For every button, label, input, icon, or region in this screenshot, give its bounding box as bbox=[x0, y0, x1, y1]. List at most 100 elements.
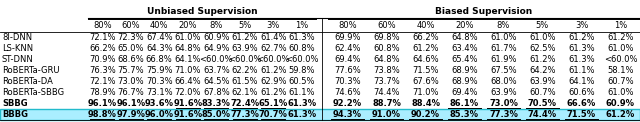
Text: 69.9%: 69.9% bbox=[334, 33, 361, 42]
Text: 88.7%: 88.7% bbox=[372, 99, 401, 108]
Text: RoBERTa-SBBG: RoBERTa-SBBG bbox=[2, 88, 64, 97]
Text: 63.9%: 63.9% bbox=[232, 44, 258, 53]
Text: <60.0%: <60.0% bbox=[228, 55, 262, 64]
Text: 40%: 40% bbox=[416, 20, 435, 30]
Text: 80%: 80% bbox=[338, 20, 357, 30]
Text: 96.1%: 96.1% bbox=[88, 99, 117, 108]
Text: 60.7%: 60.7% bbox=[607, 77, 634, 86]
Text: 62.7%: 62.7% bbox=[260, 44, 287, 53]
Text: 58.1%: 58.1% bbox=[607, 66, 634, 75]
Text: 71.0%: 71.0% bbox=[175, 66, 201, 75]
Text: 62.1%: 62.1% bbox=[232, 88, 258, 97]
Text: 3%: 3% bbox=[267, 20, 280, 30]
Text: 64.6%: 64.6% bbox=[412, 55, 439, 64]
Text: 66.6%: 66.6% bbox=[567, 99, 596, 108]
Text: 5%: 5% bbox=[536, 20, 549, 30]
Text: 72.1%: 72.1% bbox=[89, 33, 115, 42]
Text: 8%: 8% bbox=[209, 20, 223, 30]
Bar bbox=[0, 109, 640, 120]
Text: 68.9%: 68.9% bbox=[451, 77, 478, 86]
Text: 69.8%: 69.8% bbox=[373, 33, 400, 42]
Text: <60.0%: <60.0% bbox=[285, 55, 319, 64]
Text: 63.7%: 63.7% bbox=[203, 66, 230, 75]
Text: 91.6%: 91.6% bbox=[173, 110, 202, 119]
Text: 61.7%: 61.7% bbox=[490, 44, 517, 53]
Text: 60.7%: 60.7% bbox=[529, 88, 556, 97]
Text: 70.7%: 70.7% bbox=[259, 110, 288, 119]
Text: 20%: 20% bbox=[455, 20, 474, 30]
Text: 67.6%: 67.6% bbox=[412, 77, 439, 86]
Text: BBBG: BBBG bbox=[2, 110, 28, 119]
Text: <60.0%: <60.0% bbox=[200, 55, 233, 64]
Text: 68.6%: 68.6% bbox=[117, 55, 144, 64]
Text: 70.3%: 70.3% bbox=[146, 77, 173, 86]
Text: 3%: 3% bbox=[575, 20, 588, 30]
Text: 61.2%: 61.2% bbox=[260, 88, 287, 97]
Text: 61.9%: 61.9% bbox=[490, 55, 516, 64]
Text: 92.2%: 92.2% bbox=[333, 99, 362, 108]
Text: 64.8%: 64.8% bbox=[175, 44, 201, 53]
Text: Biased Supervision: Biased Supervision bbox=[435, 6, 532, 15]
Text: 61.2%: 61.2% bbox=[529, 55, 556, 64]
Text: 5%: 5% bbox=[238, 20, 252, 30]
Text: 60.8%: 60.8% bbox=[289, 44, 315, 53]
Text: 61.0%: 61.0% bbox=[490, 33, 516, 42]
Text: 69.4%: 69.4% bbox=[451, 88, 477, 97]
Text: 97.9%: 97.9% bbox=[116, 110, 145, 119]
Text: 74.4%: 74.4% bbox=[373, 88, 400, 97]
Text: 59.8%: 59.8% bbox=[289, 66, 315, 75]
Text: 68.0%: 68.0% bbox=[490, 77, 517, 86]
Text: 63.9%: 63.9% bbox=[490, 88, 517, 97]
Text: 91.0%: 91.0% bbox=[372, 110, 401, 119]
Text: 72.3%: 72.3% bbox=[117, 33, 144, 42]
Text: 64.5%: 64.5% bbox=[203, 77, 230, 86]
Text: 90.2%: 90.2% bbox=[411, 110, 440, 119]
Text: 61.0%: 61.0% bbox=[607, 88, 634, 97]
Text: 60.5%: 60.5% bbox=[289, 77, 315, 86]
Text: 64.1%: 64.1% bbox=[175, 55, 201, 64]
Text: 64.8%: 64.8% bbox=[373, 55, 400, 64]
Text: 64.3%: 64.3% bbox=[146, 44, 173, 53]
Text: 60%: 60% bbox=[377, 20, 396, 30]
Text: LS-KNN: LS-KNN bbox=[2, 44, 33, 53]
Text: 73.0%: 73.0% bbox=[489, 99, 518, 108]
Text: RoBERTa-DA: RoBERTa-DA bbox=[2, 77, 53, 86]
Text: 69.4%: 69.4% bbox=[334, 55, 361, 64]
Text: 64.1%: 64.1% bbox=[568, 77, 595, 86]
Text: 77.3%: 77.3% bbox=[489, 110, 518, 119]
Text: 75.7%: 75.7% bbox=[117, 66, 144, 75]
Text: 70.3%: 70.3% bbox=[334, 77, 361, 86]
Text: 76.3%: 76.3% bbox=[89, 66, 116, 75]
Text: <60.0%: <60.0% bbox=[257, 55, 290, 64]
Text: 72.1%: 72.1% bbox=[89, 77, 115, 86]
Text: 73.8%: 73.8% bbox=[373, 66, 400, 75]
Text: 1%: 1% bbox=[614, 20, 627, 30]
Text: 65.0%: 65.0% bbox=[118, 44, 144, 53]
Text: 61.2%: 61.2% bbox=[568, 33, 595, 42]
Text: 61.0%: 61.0% bbox=[607, 44, 634, 53]
Text: 62.9%: 62.9% bbox=[260, 77, 287, 86]
Text: 40%: 40% bbox=[150, 20, 168, 30]
Text: <60.0%: <60.0% bbox=[604, 55, 637, 64]
Text: 61.3%: 61.3% bbox=[287, 99, 316, 108]
Text: 74.4%: 74.4% bbox=[528, 110, 557, 119]
Text: 86.1%: 86.1% bbox=[450, 99, 479, 108]
Text: 70.9%: 70.9% bbox=[89, 55, 115, 64]
Text: 61.0%: 61.0% bbox=[175, 33, 201, 42]
Text: 61.0%: 61.0% bbox=[529, 33, 556, 42]
Text: 91.6%: 91.6% bbox=[173, 99, 202, 108]
Text: 70.5%: 70.5% bbox=[528, 99, 557, 108]
Text: 71.0%: 71.0% bbox=[412, 88, 439, 97]
Text: 61.2%: 61.2% bbox=[232, 33, 258, 42]
Text: 64.8%: 64.8% bbox=[451, 33, 478, 42]
Text: 96.0%: 96.0% bbox=[145, 110, 173, 119]
Text: 83.3%: 83.3% bbox=[202, 99, 230, 108]
Text: 60.9%: 60.9% bbox=[203, 33, 230, 42]
Text: 68.9%: 68.9% bbox=[451, 66, 478, 75]
Text: 61.2%: 61.2% bbox=[606, 110, 635, 119]
Text: 78.9%: 78.9% bbox=[89, 88, 116, 97]
Text: 8%: 8% bbox=[497, 20, 510, 30]
Text: 61.2%: 61.2% bbox=[607, 33, 634, 42]
Text: 98.8%: 98.8% bbox=[88, 110, 116, 119]
Text: RoBERTa-GRU: RoBERTa-GRU bbox=[2, 66, 60, 75]
